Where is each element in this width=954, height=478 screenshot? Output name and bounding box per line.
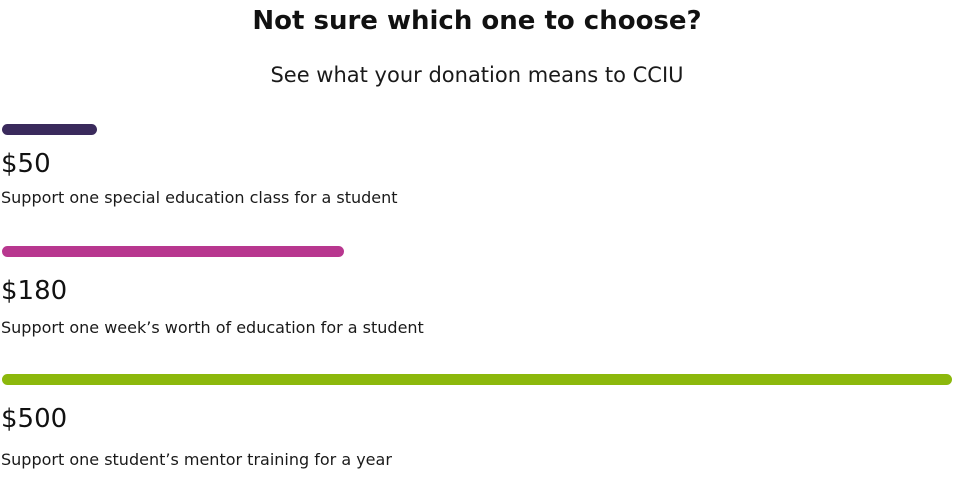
donation-level-bar (2, 374, 952, 385)
donation-level-bar (2, 246, 344, 257)
donation-amount: $180 (1, 276, 68, 306)
section-subheading: See what your donation means to CCIU (270, 63, 684, 87)
donation-level-bar (2, 124, 97, 135)
donation-amount: $50 (1, 149, 51, 179)
donation-description: Support one week’s worth of education fo… (1, 318, 424, 337)
section-heading: Not sure which one to choose? (252, 6, 702, 36)
donation-description: Support one special education class for … (1, 188, 398, 207)
donation-description: Support one student’s mentor training fo… (1, 450, 392, 469)
donation-amount: $500 (1, 404, 68, 434)
